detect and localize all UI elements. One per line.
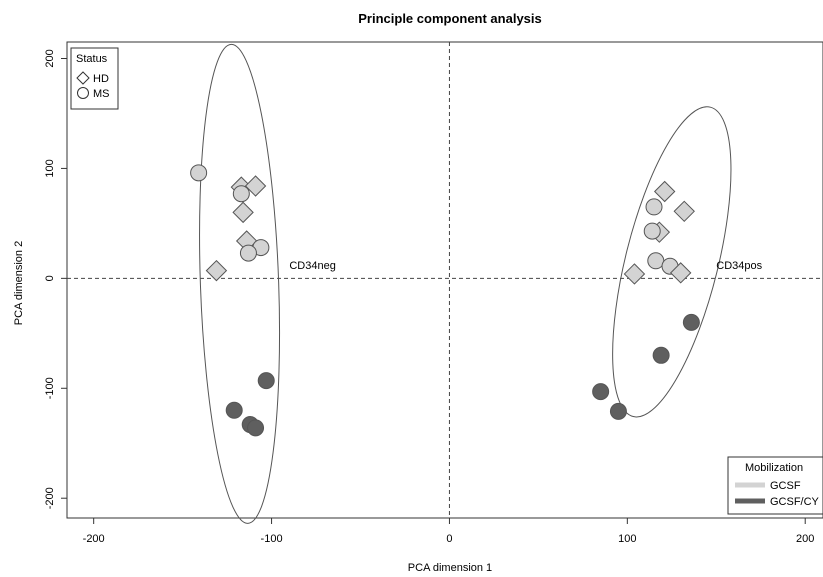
data-point-circle xyxy=(239,244,257,262)
data-point-circle xyxy=(232,185,250,203)
data-point-circle xyxy=(652,346,670,364)
data-point-circle xyxy=(247,419,265,437)
mobilization-legend-label: GCSF/CY xyxy=(770,496,820,508)
y-tick-label: -100 xyxy=(44,377,56,399)
cluster-ellipses xyxy=(199,43,732,524)
status-legend-title: Status xyxy=(76,53,108,65)
data-point-diamond xyxy=(669,262,692,284)
data-point-diamond xyxy=(653,180,676,203)
y-axis-label: PCA dimension 2 xyxy=(13,241,25,325)
cluster-label-cd34pos: CD34pos xyxy=(716,260,762,272)
data-point-diamond xyxy=(244,175,267,197)
x-tick-label: 0 xyxy=(446,533,452,545)
legend-circle-symbol xyxy=(77,87,89,99)
plot-frame xyxy=(66,41,823,519)
data-point-circle xyxy=(682,313,700,331)
status-legend-box xyxy=(70,47,119,110)
data-point-circle xyxy=(643,222,661,240)
data-point-circle xyxy=(225,401,243,419)
x-axis: -200 -100 0 100 200 xyxy=(83,518,814,545)
cluster-labels: CD34neg CD34pos xyxy=(289,260,762,272)
x-tick-label: 200 xyxy=(796,533,814,545)
y-axis: -200 -100 0 100 200 xyxy=(44,49,67,509)
y-tick-label: -200 xyxy=(44,487,56,509)
status-legend: Status HD MS xyxy=(70,47,119,110)
data-point-diamond xyxy=(232,201,254,224)
data-point-diamond xyxy=(623,263,646,285)
reference-lines xyxy=(67,42,823,518)
mobilization-legend-label: GCSF xyxy=(770,480,801,492)
mobilization-legend-title: Mobilization xyxy=(745,462,803,474)
x-tick-label: 100 xyxy=(618,533,636,545)
data-point-circle xyxy=(647,252,665,270)
cluster-label-cd34neg: CD34neg xyxy=(289,260,335,272)
cluster-ellipse-cd34pos xyxy=(612,106,732,418)
y-tick-label: 100 xyxy=(44,159,56,177)
x-axis-label: PCA dimension 1 xyxy=(408,562,492,574)
cluster-ellipse-cd34neg xyxy=(199,43,281,524)
status-legend-label: HD xyxy=(93,73,109,85)
data-point-circle xyxy=(609,402,627,420)
data-point-diamond xyxy=(673,200,695,223)
data-point-circle xyxy=(257,372,275,390)
x-tick-label: -100 xyxy=(261,533,283,545)
y-tick-label: 200 xyxy=(44,49,56,67)
data-point-circle xyxy=(190,164,208,182)
data-points xyxy=(190,164,700,437)
chart-title: Principle component analysis xyxy=(358,11,542,26)
mobilization-legend: Mobilization GCSF GCSF/CY xyxy=(727,456,823,515)
data-point-circle xyxy=(645,198,663,216)
x-tick-label: -200 xyxy=(83,533,105,545)
y-tick-label: 0 xyxy=(44,275,56,281)
data-point-diamond xyxy=(205,259,228,282)
data-point-circle xyxy=(592,383,610,401)
legend-diamond-symbol xyxy=(76,71,90,85)
status-legend-label: MS xyxy=(93,88,110,100)
